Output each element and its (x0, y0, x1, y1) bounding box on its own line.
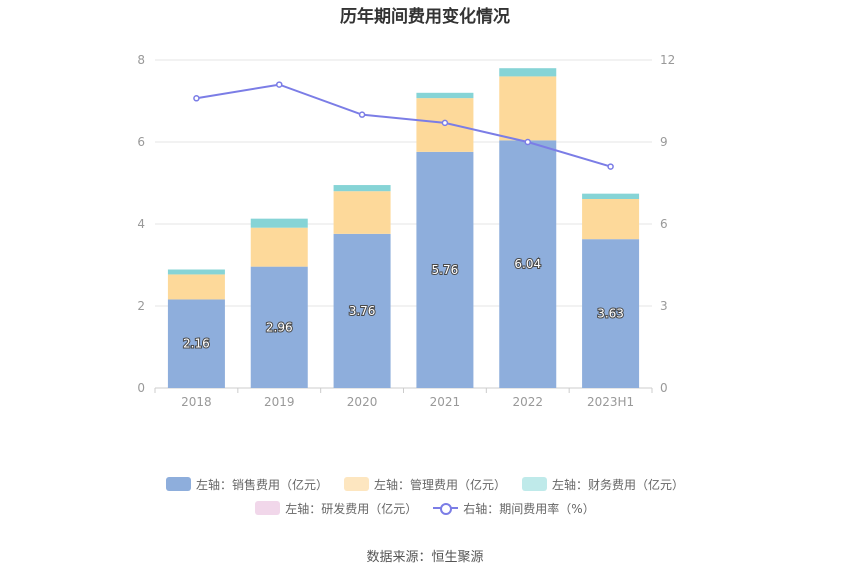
bar-segment-series-2[interactable] (582, 193, 640, 199)
y-left-tick-label: 2 (137, 299, 145, 313)
y-left-tick-label: 8 (137, 53, 145, 67)
bar-segment-series-1[interactable] (333, 191, 391, 234)
x-tick-label: 2019 (264, 395, 295, 409)
data-source: 数据来源：恒生聚源 (366, 550, 484, 565)
data-labels: 2.16 2.96 3.76 5.76 6.04 3.63 (182, 256, 625, 352)
legend-label-sales: 左轴：销售费用（亿元） (195, 477, 328, 492)
bar-data-label: 6.04 (514, 257, 541, 271)
legend-swatch-sales (165, 477, 191, 491)
chart-title: 历年期间费用变化情况 (340, 7, 510, 27)
bar-data-label: 3.76 (349, 304, 376, 318)
chart-plot: 2.16 2.96 3.76 5.76 6.04 3.63 0 2 4 6 8 0 3 6 9 12 2018… (137, 53, 675, 409)
legend: 左轴：销售费用（亿元） 左轴：管理费用（亿元） 左轴：财务费用（亿元） 左轴：研… (0, 472, 850, 520)
legend-label-finance: 左轴：财务费用（亿元） (552, 477, 685, 492)
y-right-tick-label: 0 (660, 381, 668, 395)
rate-point[interactable] (607, 163, 614, 170)
bar-layer (167, 68, 640, 388)
bar-segment-series-2[interactable] (250, 218, 308, 228)
bar-segment-series-2[interactable] (416, 92, 474, 99)
legend-item-rnd[interactable]: 左轴：研发费用（亿元） (255, 500, 417, 517)
bar-segment-series-2[interactable] (499, 68, 557, 77)
grid-lines (155, 59, 652, 389)
y-right-tick-label: 3 (660, 299, 668, 313)
rate-point[interactable] (524, 138, 531, 146)
legend-row-1: 左轴：销售费用（亿元） 左轴：管理费用（亿元） 左轴：财务费用（亿元） (0, 472, 850, 496)
y-left-tick-label: 6 (137, 135, 145, 149)
bar-segment-series-1[interactable] (499, 76, 557, 141)
bar-segment-series-0[interactable] (416, 151, 474, 388)
rate-point[interactable] (193, 95, 200, 102)
bar-segment-series-0[interactable] (582, 239, 640, 388)
legend-label-admin: 左轴：管理费用（亿元） (373, 477, 506, 492)
y-left-tick-label: 0 (137, 381, 145, 395)
legend-item-finance[interactable]: 左轴：财务费用（亿元） (522, 476, 684, 493)
y-right-tick-label: 9 (660, 135, 668, 149)
legend-line-rate (433, 501, 459, 515)
legend-swatch-rnd (255, 501, 281, 515)
bar-data-label: 2.96 (266, 320, 293, 334)
rate-line (196, 83, 611, 168)
rate-point[interactable] (441, 119, 449, 127)
legend-label-rnd: 左轴：研发费用（亿元） (285, 501, 418, 516)
y-right-tick-label: 12 (660, 53, 675, 67)
bar-data-label: 3.63 (597, 307, 624, 321)
axes: 0 2 4 6 8 0 3 6 9 12 2018 2019 2020 2021 2022 2023H1 (137, 53, 675, 409)
bar-data-label: 5.76 (432, 263, 459, 277)
legend-swatch-finance (522, 477, 547, 491)
x-tick-label: 2023H1 (587, 395, 634, 409)
y-left-tick-label: 4 (137, 217, 145, 231)
bar-segment-series-1[interactable] (167, 274, 225, 300)
legend-row-2: 左轴：研发费用（亿元） 右轴：期间费用率（%） (0, 496, 850, 520)
x-tick-label: 2022 (512, 395, 543, 409)
x-tick-label: 2021 (430, 395, 461, 409)
bar-segment-series-1[interactable] (250, 227, 308, 267)
bar-segment-series-2[interactable] (333, 185, 391, 192)
legend-swatch-admin (343, 477, 369, 491)
x-tick-label: 2020 (347, 395, 378, 409)
bar-segment-series-0[interactable] (333, 233, 391, 388)
legend-item-sales[interactable]: 左轴：销售费用（亿元） (165, 476, 328, 493)
line-layer (193, 81, 614, 170)
rate-point[interactable] (358, 111, 366, 118)
bar-segment-series-2[interactable] (167, 269, 225, 275)
rate-point[interactable] (276, 81, 283, 88)
legend-item-admin[interactable]: 左轴：管理费用（亿元） (343, 476, 506, 493)
legend-item-rate[interactable]: 右轴：期间费用率（%） (433, 500, 595, 517)
bar-segment-series-0[interactable] (499, 140, 557, 388)
legend-label-rate: 右轴：期间费用率（%） (463, 501, 595, 516)
bar-segment-series-1[interactable] (582, 198, 640, 240)
y-right-tick-label: 6 (660, 217, 668, 231)
bar-segment-series-0[interactable] (167, 299, 225, 388)
bar-data-label: 2.16 (183, 337, 210, 351)
x-tick-label: 2018 (181, 395, 212, 409)
bar-segment-series-0[interactable] (250, 266, 308, 388)
